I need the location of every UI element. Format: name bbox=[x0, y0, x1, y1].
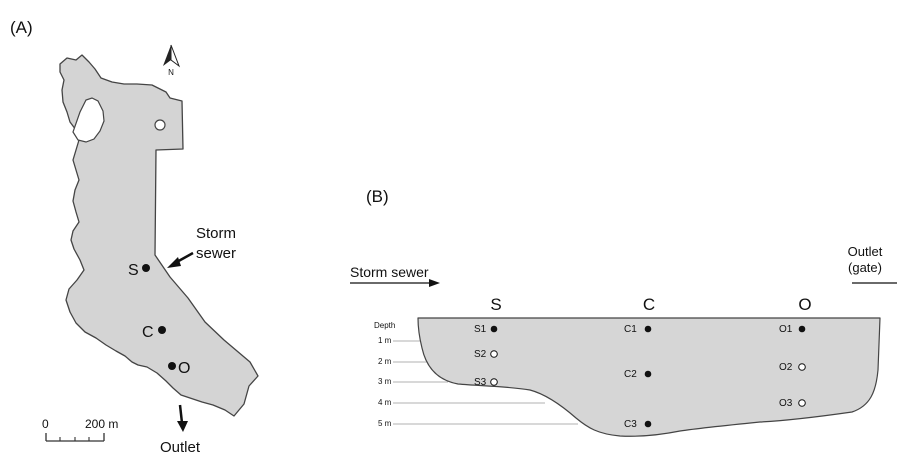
point-s3-label: S3 bbox=[474, 377, 487, 388]
point-s3-marker bbox=[490, 378, 498, 386]
column-s-label: S bbox=[490, 295, 501, 314]
north-label: N bbox=[168, 68, 174, 77]
scale-bar bbox=[45, 433, 105, 442]
outlet-gate-label-2: (gate) bbox=[848, 260, 882, 275]
lake-map bbox=[59, 54, 259, 417]
scale-distance-label: 200 m bbox=[85, 417, 118, 431]
site-s-marker bbox=[142, 264, 150, 272]
point-c1-label: C1 bbox=[624, 324, 637, 335]
outlet-arrow-icon bbox=[177, 404, 188, 432]
point-s2-marker bbox=[490, 350, 498, 358]
scale-zero-label: 0 bbox=[42, 417, 49, 431]
panel-b: (B) Storm sewer Outlet (gate) S C O Dept… bbox=[350, 187, 897, 437]
storm-sewer-label-1: Storm bbox=[196, 225, 236, 242]
storm-sewer-inflow-label: Storm sewer bbox=[350, 264, 429, 280]
site-o-marker bbox=[168, 362, 176, 370]
depth-title: Depth bbox=[374, 321, 395, 330]
point-c2-marker bbox=[644, 370, 652, 378]
point-o1-marker bbox=[798, 325, 806, 333]
column-c-label: C bbox=[643, 295, 655, 314]
site-c-marker bbox=[158, 326, 166, 334]
panel-a-label: (A) bbox=[10, 18, 33, 37]
point-s1-marker bbox=[490, 325, 498, 333]
point-s1-label: S1 bbox=[474, 324, 487, 335]
point-o2-label: O2 bbox=[779, 362, 793, 373]
site-s-label: S bbox=[128, 262, 139, 279]
inflow-arrow-icon bbox=[350, 279, 440, 287]
island bbox=[72, 97, 105, 143]
outlet-gate-label-1: Outlet bbox=[848, 244, 883, 259]
point-c1-marker bbox=[644, 325, 652, 333]
depth-5m-label: 5 m bbox=[378, 419, 392, 428]
point-o3-marker bbox=[798, 399, 806, 407]
depth-4m-label: 4 m bbox=[378, 398, 392, 407]
point-c3-label: C3 bbox=[624, 419, 637, 430]
point-o2-marker bbox=[798, 363, 806, 371]
point-o3-label: O3 bbox=[779, 398, 793, 409]
small-islet bbox=[154, 119, 166, 131]
depth-3m-label: 3 m bbox=[378, 377, 392, 386]
column-o-label: O bbox=[798, 295, 811, 314]
depth-1m-label: 1 m bbox=[378, 336, 392, 345]
point-s2-label: S2 bbox=[474, 349, 487, 360]
panel-b-label: (B) bbox=[366, 187, 389, 206]
outlet-label: Outlet bbox=[160, 439, 201, 456]
north-arrow-icon: N bbox=[163, 44, 181, 77]
storm-sewer-arrow-icon bbox=[167, 251, 194, 268]
point-c2-label: C2 bbox=[624, 369, 637, 380]
panel-a: (A) N S C O Storm sewer Outlet bbox=[10, 18, 259, 456]
site-o-label: O bbox=[178, 360, 190, 377]
point-c3-marker bbox=[644, 420, 652, 428]
storm-sewer-label-2: sewer bbox=[196, 245, 236, 262]
site-c-label: C bbox=[142, 324, 154, 341]
point-o1-label: O1 bbox=[779, 324, 793, 335]
depth-2m-label: 2 m bbox=[378, 357, 392, 366]
